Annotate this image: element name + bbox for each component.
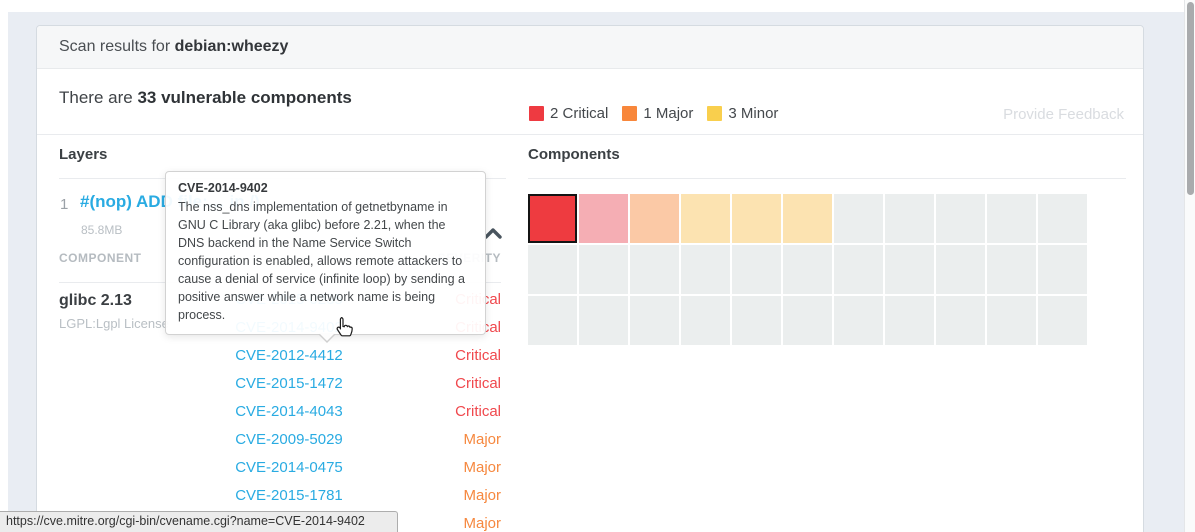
vulnerability-row: CVE-2012-4412 Critical (59, 343, 501, 371)
vulnerability-row: CVE-2014-0475 Major (59, 455, 501, 483)
layer-number: 1 (60, 196, 69, 213)
legend-label: 1 Major (643, 105, 694, 122)
summary-row: There are 33 vulnerable components 2 Cri… (37, 69, 1143, 135)
component-cell[interactable] (834, 194, 883, 243)
legend-label: 3 Minor (728, 105, 779, 122)
provide-feedback-link[interactable]: Provide Feedback (1003, 106, 1124, 123)
severity-label: Major (463, 487, 501, 504)
cve-link[interactable]: CVE-2015-1781 (235, 487, 343, 504)
components-heatmap (528, 194, 1087, 345)
component-cell[interactable] (681, 194, 730, 243)
vulnerability-row: CVE-2014-4043 Critical (59, 399, 501, 427)
component-cell[interactable] (936, 194, 985, 243)
component-cell[interactable] (630, 194, 679, 243)
component-cell[interactable] (987, 194, 1036, 243)
severity-label: Critical (455, 403, 501, 420)
severity-legend: 2 Critical 1 Major 3 Minor (529, 105, 778, 122)
component-cell[interactable] (1038, 296, 1087, 345)
component-cell[interactable] (936, 245, 985, 294)
component-cell[interactable] (987, 296, 1036, 345)
legend-item: 2 Critical (529, 105, 608, 122)
summary-text: There are 33 vulnerable components (59, 88, 352, 108)
component-cell[interactable] (783, 245, 832, 294)
cve-link[interactable]: CVE-2015-1472 (235, 375, 343, 392)
component-cell[interactable] (834, 296, 883, 345)
component-name: glibc 2.13 (59, 292, 132, 309)
card-title-prefix: Scan results for (59, 38, 175, 55)
component-cell[interactable] (834, 245, 883, 294)
severity-label: Major (463, 459, 501, 476)
layers-heading: Layers (59, 146, 108, 163)
severity-label: Major (463, 515, 501, 532)
component-cell[interactable] (885, 194, 934, 243)
vulnerability-row: CVE-2015-1781 Major (59, 483, 501, 511)
component-cell[interactable] (681, 296, 730, 345)
vulnerability-row: CVE-2015-1472 Critical (59, 371, 501, 399)
component-cell[interactable] (579, 245, 628, 294)
browser-link-preview: https://cve.mitre.org/cgi-bin/cvename.cg… (0, 511, 398, 532)
legend-item: 1 Major (622, 105, 693, 122)
component-cell[interactable] (1038, 194, 1087, 243)
component-license: LGPL:Lgpl License (59, 316, 169, 331)
component-cell[interactable] (579, 194, 628, 243)
components-divider (528, 178, 1126, 179)
cve-link[interactable]: CVE-2014-4043 (235, 403, 343, 420)
card-header: Scan results for debian:wheezy (37, 26, 1143, 69)
legend-swatch-icon (622, 106, 638, 121)
summary-count: 33 vulnerable components (137, 88, 352, 107)
scrollbar-thumb[interactable] (1187, 2, 1194, 195)
legend-label: 2 Critical (550, 105, 609, 122)
component-cell[interactable] (528, 245, 577, 294)
legend-item: 3 Minor (707, 105, 778, 122)
component-cell[interactable] (783, 194, 832, 243)
legend-swatch-icon (707, 106, 723, 121)
component-cell[interactable] (630, 296, 679, 345)
scan-results-card: Scan results for debian:wheezy There are… (36, 25, 1144, 532)
layer-size: 85.8MB (81, 223, 123, 237)
scrollbar[interactable] (1184, 0, 1195, 532)
chevron-up-icon (484, 228, 502, 239)
card-title-image: debian:wheezy (174, 38, 289, 55)
component-cell[interactable] (987, 245, 1036, 294)
component-cell[interactable] (885, 296, 934, 345)
cve-link[interactable]: CVE-2012-4412 (235, 347, 343, 364)
component-cell[interactable] (732, 296, 781, 345)
severity-label: Critical (455, 375, 501, 392)
component-cell[interactable] (681, 245, 730, 294)
cve-link[interactable]: CVE-2009-5029 (235, 431, 343, 448)
vulnerability-row: Major (59, 511, 501, 532)
legend-swatch-icon (529, 106, 544, 121)
component-cell[interactable] (1038, 245, 1087, 294)
cve-tooltip: CVE-2014-9402 The nss_dns implementation… (165, 171, 486, 343)
layer-title-visible: #(nop) ADD (80, 192, 178, 211)
severity-label: Critical (455, 347, 501, 364)
component-cell[interactable] (528, 296, 577, 345)
tooltip-title: CVE-2014-9402 (178, 181, 268, 195)
cve-link[interactable]: CVE-2014-0475 (235, 459, 343, 476)
component-cell[interactable] (783, 296, 832, 345)
component-cell[interactable] (630, 245, 679, 294)
component-cell[interactable] (579, 296, 628, 345)
top-margin (0, 0, 1195, 12)
component-cell[interactable] (885, 245, 934, 294)
tooltip-body: The nss_dns implementation of getnetbyna… (178, 200, 465, 322)
summary-prefix: There are (59, 88, 138, 107)
vulnerability-row: CVE-2009-5029 Major (59, 427, 501, 455)
collapse-layer-button[interactable] (484, 226, 502, 239)
components-heading: Components (528, 146, 620, 163)
component-cell[interactable] (936, 296, 985, 345)
left-margin (0, 0, 8, 532)
severity-label: Major (463, 431, 501, 448)
component-cell-selected[interactable] (528, 194, 577, 243)
component-cell[interactable] (732, 245, 781, 294)
component-cell[interactable] (732, 194, 781, 243)
column-header-component: COMPONENT (59, 251, 142, 265)
mouse-cursor-pointer-icon (333, 316, 355, 345)
